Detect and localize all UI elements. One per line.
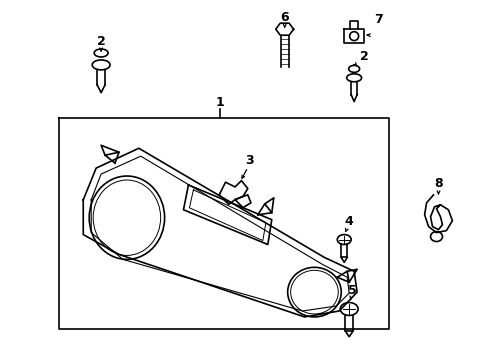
Text: 1: 1 [215, 96, 224, 109]
Text: 5: 5 [347, 284, 356, 297]
Text: 4: 4 [344, 215, 353, 228]
Text: 3: 3 [245, 154, 254, 167]
Text: 8: 8 [433, 177, 442, 190]
Text: 7: 7 [374, 13, 383, 26]
Text: 6: 6 [280, 11, 288, 24]
Text: 2: 2 [359, 50, 367, 63]
Text: 2: 2 [97, 35, 105, 48]
